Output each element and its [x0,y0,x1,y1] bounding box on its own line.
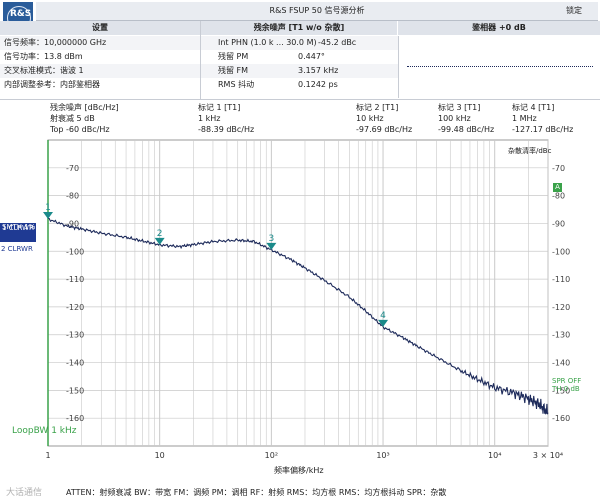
x-axis-title: 频率偏移/kHz [274,466,324,475]
y-tick-label-right: -100 [552,247,570,256]
marker-2-triangle [154,237,165,245]
noise-value: 3.157 kHz [298,66,339,75]
footer: 大话通信 ATTEN：射频衰减 BW：带宽 FM：调频 PM：调相 RF：射频 … [0,482,600,502]
logo-text: R&S [10,9,32,19]
x-tick-label: 3 × 10⁴ [533,451,563,460]
settings-header: 设置 [0,21,200,35]
marker-2-label: 2 [157,229,163,239]
y-tick-label-right: -120 [552,303,570,312]
threshold-label: TH 0 dB [552,385,580,393]
y-tick-label-right: -160 [552,414,570,423]
x-tick-label: 10³ [376,451,389,460]
y-tick-label-left: -90 [66,219,79,228]
trace2-label[interactable]: 2 CLRWR [1,245,33,253]
noise-value: 0.1242 ps [298,80,338,89]
marker-4-info: 标记 4 [T1] 1 MHz -127.17 dBc/Hz [512,103,574,134]
marker-1-label: 1 [45,203,51,213]
marker-4-triangle [378,319,389,327]
y-tick-label-left: -110 [66,275,84,284]
y-tick-label-right: -110 [552,275,570,284]
y-tick-label-left: -150 [66,386,84,395]
window-title: R&S FSUP 50 信号源分析 [269,6,365,15]
y-tick-label-right: -70 [552,164,565,173]
y-tick-label-left: -120 [66,303,84,312]
noise-value: 0.447° [298,52,325,61]
x-tick-label: 10⁴ [488,451,501,460]
marker-group: 1 2 3 4 [43,203,389,327]
marker-4-label: 4 [380,311,386,321]
settings-label: 交叉标准模式：谐波 1 [4,66,84,75]
marker-3-label: 3 [268,234,274,244]
title-bar: R&S FSUP 50 信号源分析 锁定 [36,2,598,21]
trace-group [47,217,549,415]
phase-detector-trace [407,66,593,67]
noise-label: Int PHN (1.0 k ... 30.0 M) [218,38,317,47]
y-tick-labels: -70 -70 -80 -80 -90 -90 -100 -100 -110 -110 -120 -1… [66,164,570,423]
y-tick-label-right: -80 [552,192,565,201]
watermark: 大话通信 [6,488,43,498]
phase-detector-panel [398,36,600,98]
marker-1-triangle [43,211,53,219]
table-row [0,50,398,64]
marker-3-triangle [266,242,277,250]
y-tick-label-left: -70 [66,164,79,173]
x-tick-label: 10 [155,451,165,460]
y-axis-right-title: 杂散清率/dBc [508,147,552,155]
residual-noise-header: 残余噪声 [T1 w/o 杂散] [201,21,397,35]
marker-col0: 残余噪声 [dBc/Hz] 射衰减 5 dB Top -60 dBc/Hz [50,103,119,134]
x-tick-label: 1 [45,451,50,460]
phase-detector-header: 鉴相器 +0 dB [398,21,600,35]
plot-area [47,139,549,447]
table-row [0,64,398,78]
y-tick-label-left: -140 [66,359,84,368]
marker-1-info: 标记 1 [T1] 1 kHz -88.39 dBc/Hz [198,103,255,134]
trace-1-line [47,217,549,415]
x-tick-labels: 1 10 10² 10³ 10⁴ 3 × 10⁴ [45,451,563,460]
chart-grid [47,139,549,447]
y-tick-label-right: -150 [552,386,570,395]
y-tick-label-right: -140 [552,359,570,368]
noise-label: RMS 抖动 [218,80,255,89]
a-badge: A [553,183,562,192]
y-tick-label-left: -160 [66,414,84,423]
marker-3-info: 标记 3 [T1] 100 kHz -99.48 dBc/Hz [438,103,495,134]
settings-label: 内部调整参考：内部鉴相器 [4,80,100,89]
lock-label: 锁定 [566,6,582,15]
noise-label: 残留 FM [218,66,249,75]
settings-label: 信号频率：10,000000 GHz [4,38,107,47]
noise-label: 残留 PM [218,52,249,61]
marker-2-info: 标记 2 [T1] 10 kHz -97.69 dBc/Hz [356,103,413,134]
settings-label: 信号功率：13.8 dBm [4,52,83,61]
table-row [0,36,398,50]
loop-bw-label: LoopBW 1 kHz [12,426,77,436]
y-tick-label-left: -100 [66,247,84,256]
spr-off-label: SPR OFF [552,377,582,385]
info-table: 设置 残余噪声 [T1 w/o 杂散] 鉴相器 +0 dB 信号频率：10,00… [0,21,600,100]
y-tick-label-left: -130 [66,331,84,340]
noise-value: -45.2 dBc [318,38,357,47]
trace1-badge[interactable]: 1 CLRWR SMTH 1% [0,223,36,242]
y-tick-label-right: -90 [552,219,565,228]
footer-legend: ATTEN：射频衰减 BW：带宽 FM：调频 PM：调相 RF：射频 RMS：均… [66,488,447,497]
y-tick-label-left: -80 [66,192,79,201]
x-tick-label: 10² [265,451,278,460]
table-row [0,78,398,92]
y-tick-label-right: -130 [552,331,570,340]
